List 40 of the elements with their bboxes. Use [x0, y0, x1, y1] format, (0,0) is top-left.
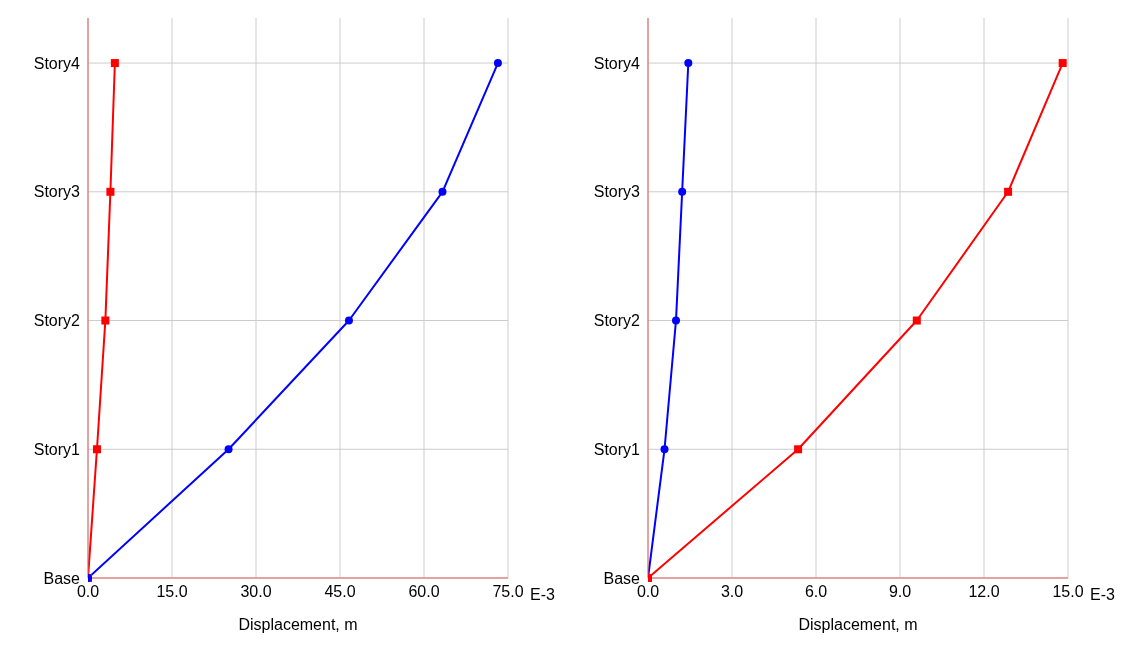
x-tick-label: 15.0 — [156, 583, 188, 601]
point — [493, 59, 502, 68]
point — [794, 445, 803, 454]
x-tick-label: 6.0 — [804, 583, 828, 601]
x-tick-label: 9.0 — [888, 583, 912, 601]
x-tick-label: 45.0 — [324, 583, 356, 601]
text: E-3 — [1090, 586, 1115, 604]
point — [684, 59, 693, 68]
y-tick-label: Story3 — [33, 183, 81, 201]
y-tick-label: Story3 — [593, 183, 641, 201]
point — [110, 59, 119, 68]
point — [106, 187, 115, 196]
x-tick-label: 75.0 — [492, 583, 524, 601]
x-tick-label: 12.0 — [968, 583, 1000, 601]
x-axis-title: Displacement, m — [238, 616, 358, 633]
point — [1004, 187, 1013, 196]
y-tick-label: Story1 — [593, 440, 641, 458]
y-tick-label: Story2 — [593, 312, 641, 330]
y-tick-label: Story1 — [33, 440, 81, 458]
point — [92, 445, 101, 454]
x-tick-label: 60.0 — [408, 583, 440, 601]
point — [101, 316, 110, 325]
text: E-3 — [530, 586, 555, 604]
x-tick-label: 30.0 — [240, 583, 272, 601]
y-tick-label: Story4 — [33, 54, 81, 72]
point — [344, 316, 353, 325]
y-tick-label: Story2 — [33, 312, 81, 330]
point — [678, 187, 687, 196]
point — [224, 445, 233, 454]
point — [1058, 59, 1067, 68]
x-tick-label: 0.0 — [636, 583, 660, 601]
point — [672, 316, 680, 325]
point — [438, 187, 447, 196]
x-tick-label: 0.0 — [76, 583, 100, 601]
x-tick-label: 3.0 — [720, 583, 744, 601]
point — [660, 445, 669, 454]
y-tick-label: Story4 — [593, 54, 641, 72]
x-tick-label: 15.0 — [1052, 583, 1084, 601]
x-axis-title: Displacement, m — [798, 616, 918, 633]
point — [912, 316, 921, 325]
